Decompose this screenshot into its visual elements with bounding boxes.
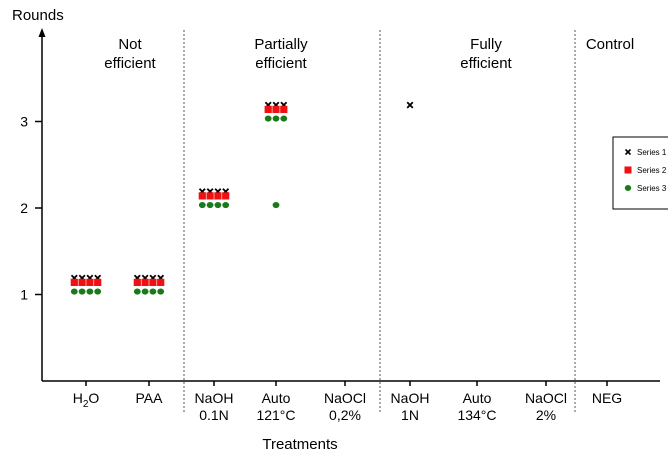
marker-circle	[198, 201, 206, 209]
x-axis-title: Treatments	[262, 436, 337, 453]
group-label: Partially	[254, 36, 308, 53]
marker-circle	[133, 288, 141, 295]
group-label: Control	[586, 36, 634, 53]
legend-marker-circle	[624, 185, 632, 191]
y-axis-arrow	[38, 28, 46, 37]
x-tick-label: Auto	[262, 390, 291, 406]
x-tick-label: NEG	[592, 390, 622, 406]
group-label: Not	[118, 36, 142, 53]
group-label: efficient	[460, 55, 512, 72]
marker-circle	[264, 115, 272, 122]
marker-square	[222, 192, 230, 200]
marker-circle	[280, 115, 288, 122]
x-tick-label-line2: 2%	[536, 407, 556, 423]
x-tick-label: H2O	[73, 390, 100, 410]
marker-circle	[272, 115, 280, 122]
x-tick-label: NaOH	[195, 390, 234, 406]
marker-circle	[157, 288, 165, 295]
marker-square	[280, 105, 288, 113]
group-labels: Not efficient Partially efficient Fully effic…	[104, 36, 634, 72]
group-label: Fully	[470, 36, 502, 53]
legend-label: Series 2	[637, 166, 667, 175]
marker-circle	[94, 288, 102, 295]
marker-square	[206, 192, 214, 200]
marker-circle	[206, 201, 214, 209]
y-tick-label: 1	[20, 287, 28, 303]
marker-circle	[141, 288, 149, 295]
group-separators	[183, 30, 576, 412]
x-ticks: H2O PAA NaOH0.1NAuto121°CNaOCl0,2%NaOH1NAu…	[73, 381, 622, 423]
marker-square	[272, 105, 280, 113]
marker-circle	[86, 288, 94, 295]
legend-box	[612, 136, 668, 210]
legend-marker-cross	[624, 148, 632, 156]
x-tick-label-line2: 1N	[401, 407, 419, 423]
y-tick-label: 3	[20, 114, 28, 130]
marker-square	[157, 278, 165, 286]
marker-square	[70, 278, 78, 286]
marker-square	[149, 278, 157, 286]
marker-square	[86, 278, 94, 286]
marker-square	[214, 192, 222, 200]
marker-circle	[272, 201, 280, 209]
x-tick-label: NaOH	[391, 390, 430, 406]
marker-cross	[406, 101, 414, 109]
x-tick-label-line2: 121°C	[256, 407, 295, 423]
marker-square	[264, 105, 272, 113]
marker-square	[198, 192, 206, 200]
y-ticks: 1 2 3	[20, 114, 42, 303]
legend-label: Series 1	[637, 148, 667, 157]
marker-square	[141, 278, 149, 286]
x-tick-label: PAA	[136, 390, 164, 406]
marker-circle	[78, 288, 86, 295]
marker-circle	[214, 201, 222, 209]
y-axis-title: Rounds	[12, 7, 64, 24]
x-tick-label: NaOCl	[324, 390, 366, 406]
group-label: efficient	[104, 55, 156, 72]
x-tick-label-line2: 0,2%	[329, 407, 361, 423]
legend-label: Series 3	[637, 184, 667, 193]
marker-circle	[149, 288, 157, 295]
x-tick-label: Auto	[463, 390, 492, 406]
x-tick-label-line2: 134°C	[457, 407, 496, 423]
marker-square	[94, 278, 102, 286]
x-tick-label-line2: 0.1N	[199, 407, 229, 423]
data-marks	[70, 101, 414, 295]
marker-circle	[70, 288, 78, 295]
x-tick-label: NaOCl	[525, 390, 567, 406]
legend-marker-square	[624, 166, 632, 174]
marker-square	[133, 278, 141, 286]
y-tick-label: 2	[20, 200, 28, 216]
axes	[38, 28, 660, 382]
marker-circle	[222, 201, 230, 209]
legend: Series 1 Series 2 Series 3	[612, 136, 668, 210]
marker-square	[78, 278, 86, 286]
group-label: efficient	[255, 55, 307, 72]
